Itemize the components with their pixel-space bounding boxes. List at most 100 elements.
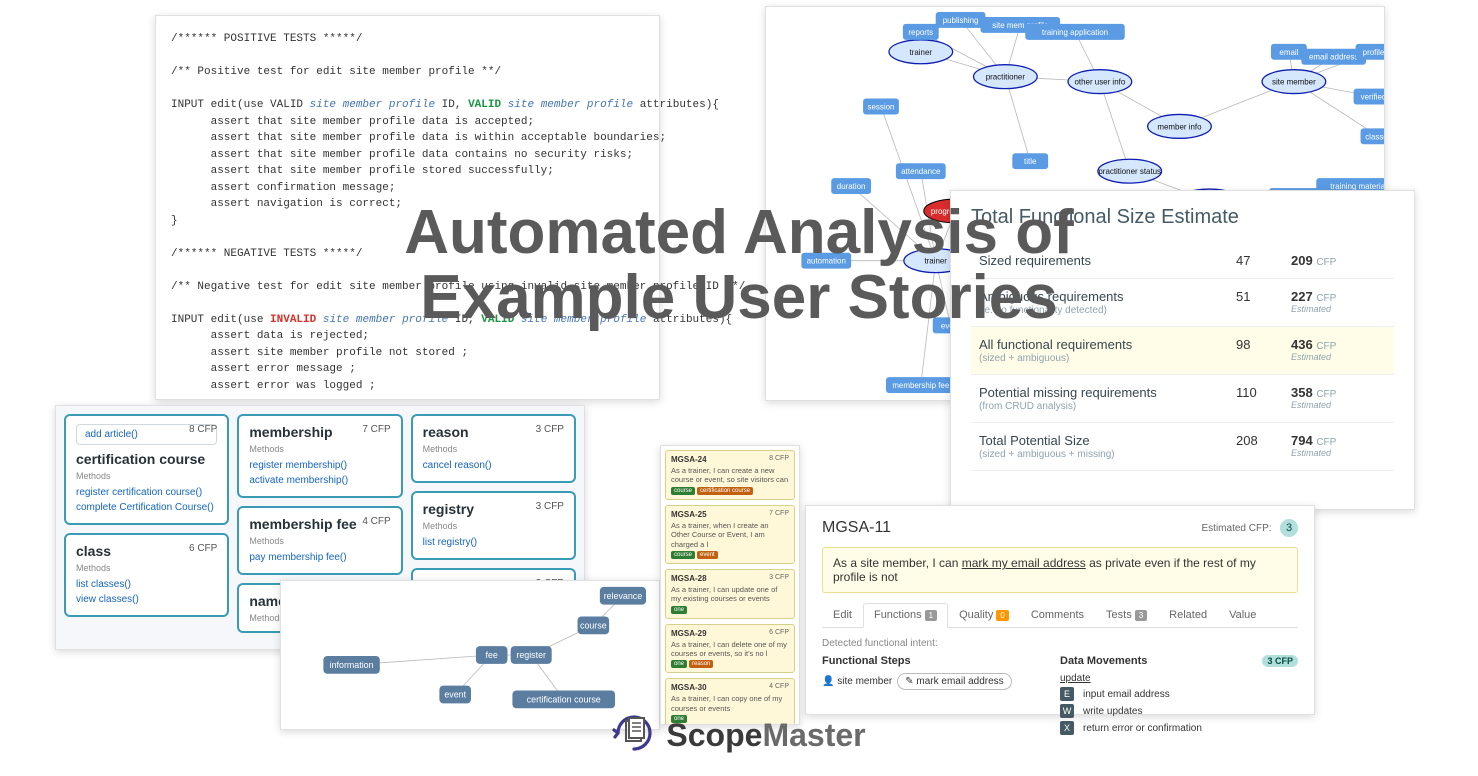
svg-text:trainer: trainer bbox=[910, 48, 933, 57]
tab-functions[interactable]: Functions1 bbox=[863, 603, 948, 628]
svg-text:publishing: publishing bbox=[943, 16, 979, 25]
graph-node: publishing bbox=[936, 12, 986, 28]
code-line: } bbox=[171, 213, 644, 230]
code-line: assert that site member profile data is … bbox=[171, 130, 644, 147]
svg-text:event: event bbox=[444, 689, 466, 699]
svg-text:profile: profile bbox=[1363, 48, 1384, 57]
card-cfp: 6 CFP bbox=[189, 543, 217, 554]
graph-node: verified bbox=[1354, 89, 1384, 105]
card-methods[interactable]: register certification course()complete … bbox=[76, 485, 217, 515]
estimate-row: Potential missing requirements(from CRUD… bbox=[971, 375, 1394, 423]
code-line: assert that site member profile data con… bbox=[171, 147, 644, 164]
story-tag: course bbox=[671, 551, 695, 559]
card-cfp: 7 CFP bbox=[362, 424, 390, 435]
svg-text:automation: automation bbox=[807, 257, 846, 266]
mini-graph-panel: informationeventfeeregistercertification… bbox=[280, 580, 660, 730]
code-line: assert site member profile not stored ; bbox=[171, 345, 644, 362]
graph-node: member info bbox=[1148, 114, 1212, 138]
graph-node: other user info bbox=[1068, 70, 1132, 94]
graph-node: attendance bbox=[896, 163, 946, 179]
svg-text:relevance: relevance bbox=[604, 591, 643, 601]
entity-card[interactable]: registry3 CFPMethodslist registry() bbox=[411, 491, 576, 560]
tab-value[interactable]: Value bbox=[1218, 603, 1267, 627]
svg-text:email address: email address bbox=[1309, 53, 1358, 62]
svg-text:attendance: attendance bbox=[901, 167, 941, 176]
svg-text:email: email bbox=[1279, 48, 1298, 57]
graph-node: session bbox=[863, 99, 899, 115]
svg-text:duration: duration bbox=[837, 182, 866, 191]
tab-related[interactable]: Related bbox=[1158, 603, 1218, 627]
story-card[interactable]: MGSA-296 CFPAs a trainer, I can delete o… bbox=[665, 624, 795, 674]
estimate-row: Sized requirements47209 CFP bbox=[971, 243, 1394, 279]
svg-text:trainer: trainer bbox=[924, 257, 947, 266]
card-methods[interactable]: pay membership fee() bbox=[249, 550, 390, 565]
svg-text:session: session bbox=[868, 102, 895, 111]
graph-node: practitioner status bbox=[1098, 159, 1162, 183]
code-line: INPUT edit(use INVALID site member profi… bbox=[171, 312, 644, 329]
story-tag: reason bbox=[689, 660, 713, 668]
code-line bbox=[171, 229, 644, 246]
svg-text:classes: classes bbox=[1365, 132, 1384, 141]
code-line: assert error message ; bbox=[171, 361, 644, 378]
svg-text:site member: site member bbox=[1272, 78, 1316, 87]
estimate-panel: Total Functional Size Estimate Sized req… bbox=[950, 190, 1415, 510]
detail-est: Estimated CFP: 3 bbox=[1202, 518, 1298, 537]
svg-text:reports: reports bbox=[908, 28, 933, 37]
tab-comments[interactable]: Comments bbox=[1020, 603, 1095, 627]
entity-card[interactable]: reason3 CFPMethodscancel reason() bbox=[411, 414, 576, 483]
story-tag: course bbox=[671, 487, 695, 495]
entity-card[interactable]: membership7 CFPMethodsregister membershi… bbox=[237, 414, 402, 498]
svg-text:membership fee: membership fee bbox=[892, 381, 949, 390]
graph-node: site member bbox=[1262, 70, 1326, 94]
estimate-title: Total Functional Size Estimate bbox=[971, 206, 1394, 229]
code-line bbox=[171, 81, 644, 98]
graph-node: trainer bbox=[889, 40, 953, 64]
tab-tests[interactable]: Tests3 bbox=[1095, 603, 1158, 627]
story-detail-panel: MGSA-11 Estimated CFP: 3 As a site membe… bbox=[805, 505, 1315, 715]
card-methods[interactable]: list classes()view classes() bbox=[76, 577, 217, 607]
graph-node: training application bbox=[1025, 24, 1124, 40]
graph-node: duration bbox=[831, 178, 871, 194]
card-methods[interactable]: cancel reason() bbox=[423, 458, 564, 473]
graph-node: practitioner bbox=[974, 65, 1038, 89]
detail-intent-label: Detected functional intent: bbox=[822, 638, 1298, 649]
cfp-badge: 3 bbox=[1280, 519, 1298, 537]
card-methods[interactable]: register membership()activate membership… bbox=[249, 458, 390, 488]
code-line: assert data is rejected; bbox=[171, 328, 644, 345]
story-card[interactable]: MGSA-283 CFPAs a trainer, I can update o… bbox=[665, 569, 795, 619]
story-card[interactable]: MGSA-257 CFPAs a trainer, when I create … bbox=[665, 505, 795, 564]
estimate-row: Total Potential Size(sized + ambiguous +… bbox=[971, 423, 1394, 471]
svg-text:other user info: other user info bbox=[1074, 78, 1125, 87]
code-line: /****** NEGATIVE TESTS *****/ bbox=[171, 246, 644, 263]
logo-text: ScopeMaster bbox=[666, 717, 865, 754]
stories-panel: MGSA-248 CFPAs a trainer, I can create a… bbox=[660, 445, 800, 725]
code-line bbox=[171, 48, 644, 65]
card-title: certification course bbox=[76, 451, 217, 467]
entity-card[interactable]: class6 CFPMethodslist classes()view clas… bbox=[64, 533, 229, 617]
svg-text:practitioner status: practitioner status bbox=[1098, 167, 1161, 176]
code-line: /** Negative test for edit site member p… bbox=[171, 279, 644, 296]
code-line bbox=[171, 262, 644, 279]
estimate-row: Ambiguous requirements(ie. no functional… bbox=[971, 279, 1394, 327]
logo-area: ScopeMaster bbox=[0, 711, 1478, 760]
story-tag: event bbox=[697, 551, 718, 559]
entity-card[interactable]: add article()certification course8 CFPMe… bbox=[64, 414, 229, 525]
svg-text:certification course: certification course bbox=[527, 694, 601, 704]
detail-story-id: MGSA-11 bbox=[822, 519, 891, 537]
story-card[interactable]: MGSA-248 CFPAs a trainer, I can create a… bbox=[665, 450, 795, 500]
code-line: /** Positive test for edit site member p… bbox=[171, 64, 644, 81]
graph-node: classes bbox=[1361, 128, 1384, 144]
code-panel: /****** POSITIVE TESTS *****/ /** Positi… bbox=[155, 15, 660, 400]
story-tag: one bbox=[671, 606, 687, 614]
detail-tabs: EditFunctions1Quality0CommentsTests3Rela… bbox=[822, 603, 1298, 628]
code-line: assert confirmation message; bbox=[171, 180, 644, 197]
card-methods[interactable]: list registry() bbox=[423, 535, 564, 550]
scopemaster-logo-icon bbox=[612, 711, 656, 760]
graph-node: title bbox=[1012, 153, 1048, 169]
code-line: /****** POSITIVE TESTS *****/ bbox=[171, 31, 644, 48]
tab-edit[interactable]: Edit bbox=[822, 603, 863, 627]
svg-text:information: information bbox=[330, 660, 374, 670]
code-line: assert navigation is correct; bbox=[171, 196, 644, 213]
tab-quality[interactable]: Quality0 bbox=[948, 603, 1020, 627]
entity-card[interactable]: membership fee4 CFPMethodspay membership… bbox=[237, 506, 402, 575]
